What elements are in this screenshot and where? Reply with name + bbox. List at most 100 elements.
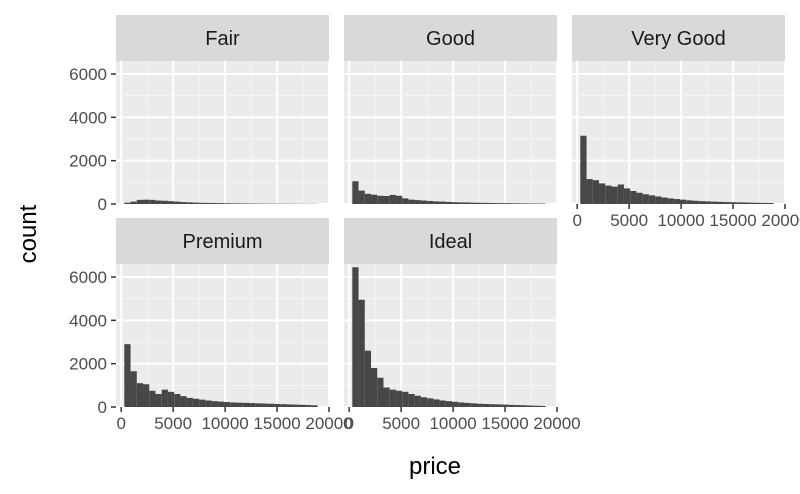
histogram-bar [623, 188, 631, 204]
histogram-bar [174, 201, 181, 204]
histogram-bar [767, 203, 774, 204]
histogram-bar [358, 299, 365, 407]
histogram-bar [383, 387, 390, 407]
y-tick-label: 0 [98, 195, 107, 214]
histogram-bar [292, 404, 299, 407]
histogram-bar [211, 203, 218, 204]
histogram-bar [445, 201, 453, 204]
histogram-bar [402, 198, 409, 204]
histogram-bar [236, 402, 243, 407]
histogram-bar [186, 397, 193, 407]
y-tick-label: 2000 [69, 355, 107, 374]
histogram-bar [439, 400, 446, 407]
x-tick-label: 5000 [154, 414, 192, 433]
panel-background [572, 61, 785, 204]
histogram-bar [364, 350, 372, 407]
histogram-bar [605, 185, 612, 204]
histogram-bar [501, 203, 509, 204]
histogram-bar [236, 203, 243, 204]
histogram-bar [483, 202, 490, 204]
histogram-bar [470, 202, 477, 204]
panel-background [116, 61, 329, 204]
histogram-bar [508, 404, 515, 407]
y-axis-title: count [15, 204, 42, 263]
histogram-bar [439, 201, 446, 204]
histogram-bar [648, 195, 656, 204]
histogram-bar [748, 202, 755, 204]
facet-strip [344, 15, 557, 61]
histogram-bar [136, 199, 144, 204]
histogram-bar [433, 201, 440, 204]
histogram-bar [452, 202, 459, 204]
histogram-bar [533, 405, 540, 407]
histogram-bar [155, 200, 162, 204]
histogram-bar [261, 403, 268, 407]
histogram-bar [395, 390, 403, 407]
histogram-bar [667, 198, 674, 204]
histogram-bar [514, 405, 521, 407]
histogram-bar [686, 200, 693, 204]
histogram-bar [389, 389, 396, 407]
facet-strip [116, 218, 329, 264]
y-tick-label: 6000 [69, 65, 107, 84]
histogram-bar [408, 394, 415, 407]
histogram-bar [520, 405, 527, 407]
histogram-bar [630, 191, 637, 204]
facet-strip [572, 15, 785, 61]
histogram-bar [286, 404, 293, 407]
histogram-bar [464, 202, 471, 204]
histogram-bar [377, 195, 384, 204]
x-tick-label: 15000 [709, 211, 756, 230]
histogram-bar [495, 203, 502, 204]
histogram-bar [186, 202, 193, 204]
histogram-bar [161, 389, 168, 407]
histogram-bar [255, 403, 262, 407]
histogram-bar [673, 199, 681, 204]
histogram-bar [180, 202, 187, 204]
histogram-bar [143, 384, 150, 407]
histogram-bar [420, 397, 428, 407]
histogram-bar [224, 402, 231, 407]
facet-strip-label: Ideal [429, 231, 472, 253]
histogram-bar [464, 402, 471, 407]
histogram-bar [298, 404, 306, 407]
histogram-bar [149, 199, 156, 204]
histogram-bar [680, 199, 687, 204]
histogram-bar [305, 405, 312, 407]
histogram-bar [489, 404, 496, 407]
panel-background [116, 264, 329, 407]
histogram-bar [267, 403, 274, 407]
histogram-bar [174, 394, 181, 407]
histogram-bar [704, 201, 712, 204]
histogram-bar [483, 403, 490, 407]
x-tick-label: 0 [116, 414, 125, 433]
histogram-bar [420, 200, 428, 204]
histogram-bar [445, 401, 453, 407]
x-tick-label: 20000 [305, 414, 352, 433]
histogram-bar [124, 344, 131, 407]
histogram-bar [414, 395, 421, 407]
panel-background [344, 61, 557, 204]
histogram-bar [273, 403, 281, 407]
histogram-bar [242, 203, 249, 204]
histogram-bar [167, 201, 175, 204]
facet-strip-label: Fair [205, 28, 240, 50]
x-tick-label: 10000 [429, 414, 476, 433]
histogram-bar [224, 203, 231, 204]
histogram-bar [458, 202, 465, 204]
histogram-bar [124, 202, 131, 204]
histogram-bar [371, 368, 378, 407]
facet-strip-label: Good [426, 28, 475, 50]
histogram-bar [371, 194, 378, 204]
histogram-bar [248, 403, 256, 407]
y-tick-label: 4000 [69, 311, 107, 330]
histogram-bar [192, 202, 200, 204]
histogram-bar [205, 400, 212, 407]
histogram-bar [180, 396, 187, 407]
histogram-bar [508, 203, 515, 204]
histogram-bar [599, 183, 606, 204]
histogram-bar [452, 401, 459, 407]
histogram-bar [155, 394, 162, 407]
x-tick-label: 10000 [657, 211, 704, 230]
